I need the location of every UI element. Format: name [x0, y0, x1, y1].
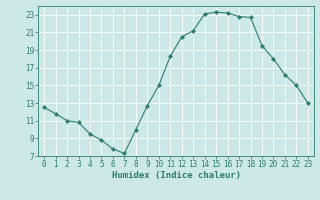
X-axis label: Humidex (Indice chaleur): Humidex (Indice chaleur) [111, 171, 241, 180]
